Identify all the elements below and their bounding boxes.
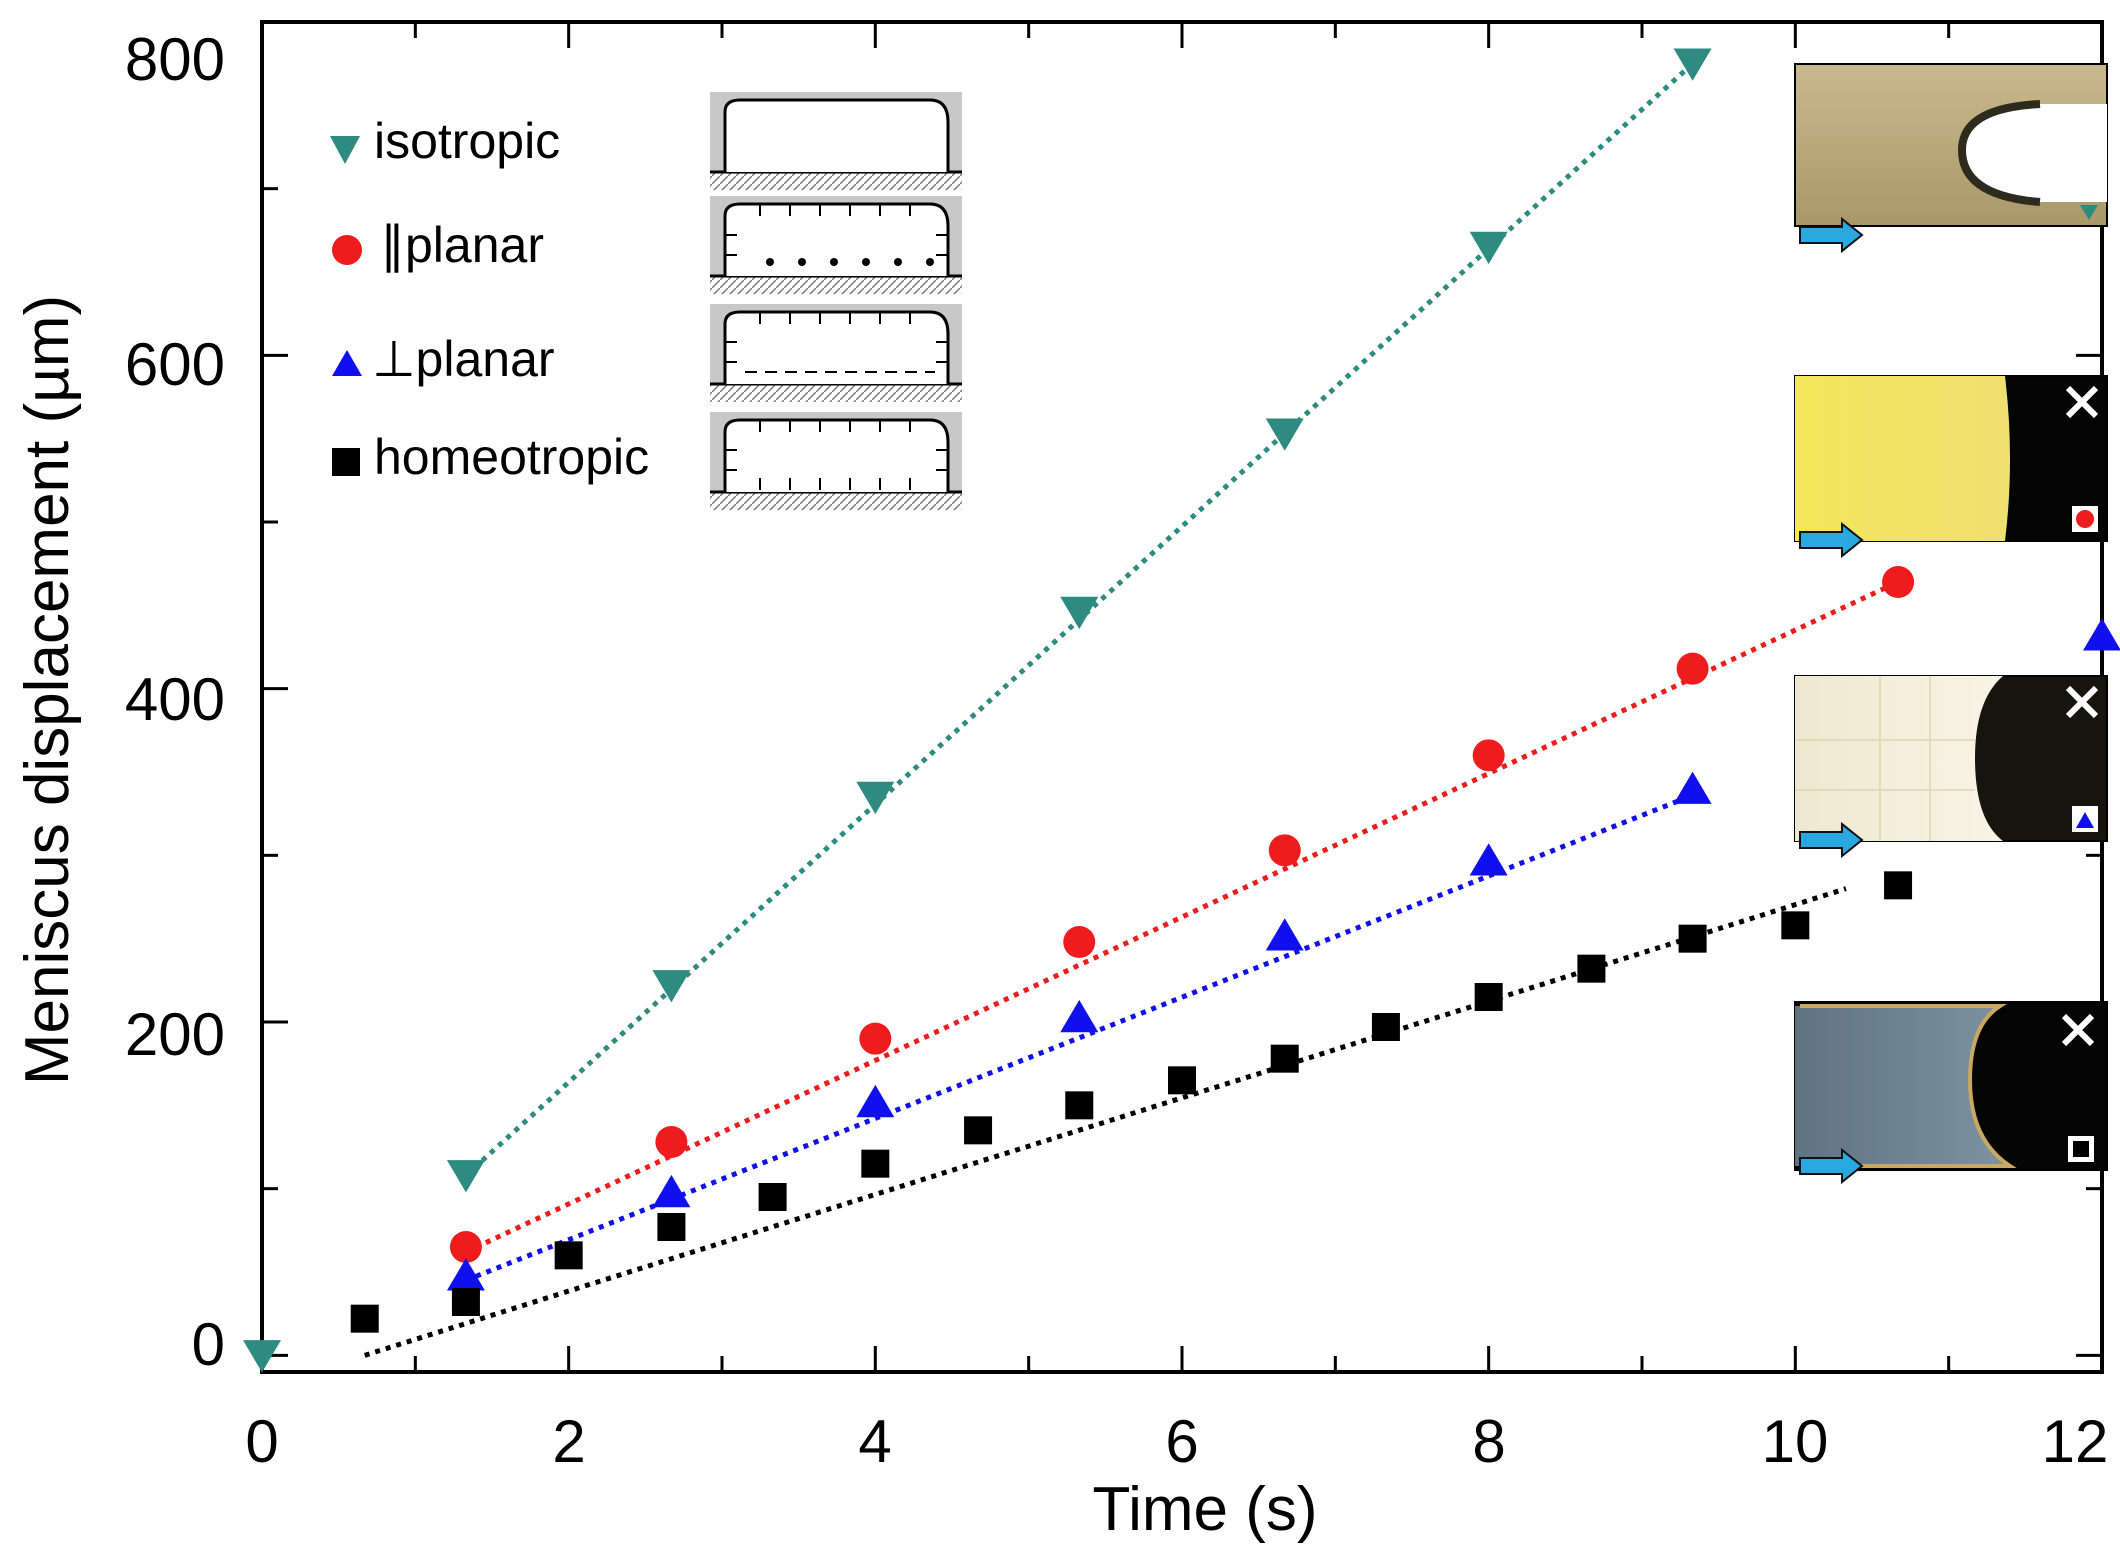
x-tick-label: 10 bbox=[1762, 1408, 1829, 1475]
x-tick-label: 4 bbox=[858, 1408, 891, 1475]
data-point-triangle-down bbox=[1060, 596, 1099, 630]
data-point-square bbox=[1577, 954, 1606, 983]
data-point-square bbox=[1270, 1044, 1299, 1073]
data-point-triangle-down bbox=[856, 781, 895, 815]
data-point-square bbox=[861, 1149, 890, 1178]
schematic-homeotropic bbox=[710, 412, 962, 510]
legend-label-parallel-planar: ∥planar bbox=[380, 217, 544, 273]
schematic-perp-planar bbox=[710, 304, 962, 402]
data-point-triangle-up bbox=[1469, 843, 1508, 876]
legend-label-perp-planar: ⊥planar bbox=[372, 331, 555, 387]
legend-marker-homeotropic bbox=[332, 448, 360, 476]
data-point-circle bbox=[1676, 652, 1709, 685]
x-tick-label: 0 bbox=[245, 1408, 278, 1475]
data-point-square bbox=[1474, 983, 1503, 1011]
alignment-schematics bbox=[710, 92, 962, 510]
data-point-triangle-up bbox=[2083, 618, 2120, 651]
y-tick-labels: 0 200 400 600 800 bbox=[125, 26, 225, 1378]
flow-arrow-icon bbox=[1799, 521, 1864, 559]
data-point-triangle-down bbox=[1265, 418, 1304, 451]
data-point-circle bbox=[1882, 566, 1915, 598]
fit-line-square bbox=[363, 886, 1847, 1358]
legend-label-isotropic: isotropic bbox=[374, 113, 560, 169]
data-point-circle bbox=[655, 1126, 688, 1158]
data-point-circle bbox=[1063, 926, 1096, 958]
data-point-triangle-down bbox=[1469, 231, 1508, 265]
x-tick-label: 12 bbox=[2042, 1408, 2109, 1475]
data-point-circle bbox=[1472, 739, 1505, 772]
data-point-square bbox=[451, 1288, 480, 1316]
y-tick-label: 800 bbox=[125, 26, 225, 93]
data-point-triangle-up bbox=[1265, 918, 1304, 951]
data-point-triangle-up bbox=[856, 1084, 895, 1118]
data-point-square bbox=[1168, 1066, 1196, 1095]
data-point-triangle-up bbox=[1673, 771, 1712, 804]
inset-isotropic bbox=[1794, 63, 2108, 254]
data-point-triangle-down bbox=[243, 1340, 281, 1373]
legend-marker-parallel-planar bbox=[332, 235, 362, 265]
x-tick-label: 6 bbox=[1165, 1408, 1198, 1475]
data-point-square bbox=[1678, 924, 1707, 953]
data-point-square bbox=[1371, 1013, 1400, 1041]
legend-label-homeotropic: homeotropic bbox=[374, 429, 649, 485]
legend-marker-isotropic bbox=[330, 136, 360, 164]
data-point-circle bbox=[449, 1231, 482, 1263]
data-point-square bbox=[657, 1213, 686, 1241]
fit-lines bbox=[363, 61, 1900, 1358]
inset-parallel-planar bbox=[1794, 375, 2108, 559]
x-tick-label: 2 bbox=[552, 1408, 585, 1475]
y-axis-title: Meniscus displacement (µm) bbox=[13, 295, 82, 1085]
data-points bbox=[243, 48, 2120, 1373]
data-point-square bbox=[350, 1304, 379, 1333]
data-point-triangle-down bbox=[446, 1160, 485, 1193]
crossed-polarizers-icon bbox=[2061, 1013, 2095, 1047]
data-point-square bbox=[1781, 911, 1810, 940]
flow-arrow-icon bbox=[1799, 216, 1864, 254]
x-tick-labels: 0 2 4 6 8 10 12 bbox=[245, 1408, 2108, 1475]
data-point-triangle-up bbox=[652, 1174, 691, 1208]
data-point-square bbox=[758, 1183, 787, 1211]
y-tick-label: 200 bbox=[125, 1001, 225, 1068]
legend-marker-perp-planar bbox=[332, 350, 362, 376]
y-tick-label: 0 bbox=[192, 1311, 225, 1378]
x-tick-label: 8 bbox=[1472, 1408, 1505, 1475]
legend: isotropic ∥planar ⊥planar homeotropic bbox=[330, 113, 649, 485]
micrograph-insets bbox=[1794, 63, 2108, 1185]
data-point-square bbox=[554, 1241, 583, 1270]
data-point-square bbox=[1884, 871, 1913, 900]
fit-line-triangle-up bbox=[465, 793, 1694, 1283]
crossed-polarizers-icon bbox=[2065, 685, 2099, 719]
crossed-polarizers-icon bbox=[2065, 385, 2099, 419]
data-point-triangle-up bbox=[446, 1258, 485, 1291]
data-point-triangle-up bbox=[1060, 999, 1099, 1033]
y-tick-label: 400 bbox=[125, 666, 225, 733]
schematic-isotropic bbox=[710, 92, 962, 190]
inset-perp-planar bbox=[1794, 675, 2108, 859]
data-point-square bbox=[1065, 1091, 1094, 1120]
flow-arrow-icon bbox=[1799, 1147, 1864, 1185]
data-point-square bbox=[964, 1116, 993, 1145]
data-point-triangle-down bbox=[652, 970, 691, 1003]
inset-homeotropic bbox=[1794, 1001, 2108, 1185]
x-axis-title: Time (s) bbox=[1093, 1475, 1318, 1544]
y-tick-label: 600 bbox=[125, 331, 225, 398]
data-point-circle bbox=[859, 1022, 892, 1055]
schematic-parallel-planar bbox=[710, 196, 962, 294]
data-point-circle bbox=[1268, 834, 1301, 867]
data-point-triangle-down bbox=[1673, 48, 1712, 81]
flow-arrow-icon bbox=[1799, 821, 1864, 859]
